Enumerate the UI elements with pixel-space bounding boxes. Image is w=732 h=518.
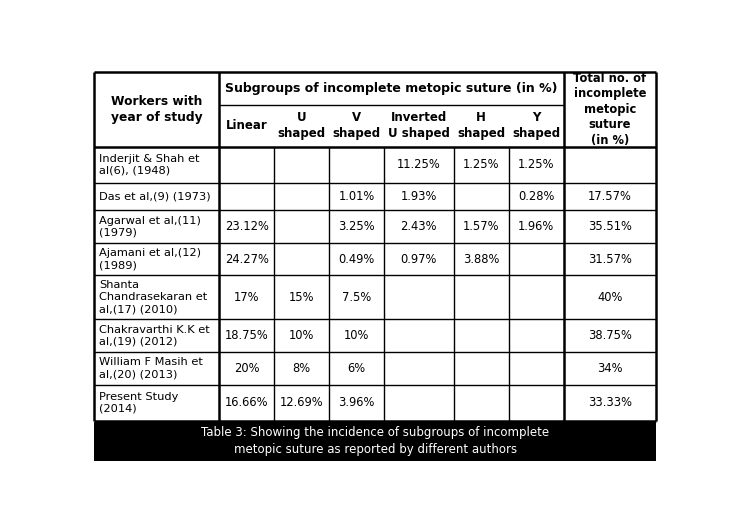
Text: 1.25%: 1.25% — [463, 159, 499, 171]
Text: 0.49%: 0.49% — [338, 253, 375, 266]
Text: 18.75%: 18.75% — [225, 329, 269, 342]
Text: 7.5%: 7.5% — [342, 291, 371, 304]
Text: 3.96%: 3.96% — [338, 396, 375, 409]
Text: 40%: 40% — [597, 291, 622, 304]
Text: 11.25%: 11.25% — [397, 159, 441, 171]
Text: Chakravarthi K.K et
al,(19) (2012): Chakravarthi K.K et al,(19) (2012) — [99, 325, 209, 347]
Text: Linear: Linear — [225, 119, 267, 132]
Text: 33.33%: 33.33% — [588, 396, 632, 409]
Text: Shanta
Chandrasekaran et
al,(17) (2010): Shanta Chandrasekaran et al,(17) (2010) — [99, 280, 207, 314]
Text: 0.97%: 0.97% — [400, 253, 437, 266]
Text: Subgroups of incomplete metopic suture (in %): Subgroups of incomplete metopic suture (… — [225, 82, 558, 95]
Text: 1.57%: 1.57% — [463, 220, 499, 233]
Text: 3.88%: 3.88% — [463, 253, 499, 266]
Text: 17.57%: 17.57% — [588, 190, 632, 203]
Text: H
shaped: H shaped — [458, 111, 505, 140]
Text: 34%: 34% — [597, 362, 622, 375]
Text: V
shaped: V shaped — [332, 111, 381, 140]
Text: Das et al,(9) (1973): Das et al,(9) (1973) — [99, 192, 211, 202]
Text: 23.12%: 23.12% — [225, 220, 269, 233]
Text: 10%: 10% — [289, 329, 314, 342]
Text: 1.93%: 1.93% — [400, 190, 437, 203]
Text: 31.57%: 31.57% — [588, 253, 632, 266]
Bar — [94, 422, 656, 461]
Text: 6%: 6% — [348, 362, 365, 375]
Text: 16.66%: 16.66% — [225, 396, 269, 409]
Text: 3.25%: 3.25% — [338, 220, 375, 233]
Text: Agarwal et al,(11)
(1979): Agarwal et al,(11) (1979) — [99, 215, 201, 238]
Text: 24.27%: 24.27% — [225, 253, 269, 266]
Text: Workers with
year of study: Workers with year of study — [111, 95, 203, 124]
Text: 1.01%: 1.01% — [338, 190, 375, 203]
Text: 20%: 20% — [234, 362, 259, 375]
Text: 35.51%: 35.51% — [588, 220, 632, 233]
Text: 17%: 17% — [234, 291, 259, 304]
Text: 1.96%: 1.96% — [518, 220, 554, 233]
Bar — [94, 72, 656, 421]
Text: 1.25%: 1.25% — [518, 159, 554, 171]
Text: Inderjit & Shah et
al(6), (1948): Inderjit & Shah et al(6), (1948) — [99, 154, 199, 176]
Text: 8%: 8% — [293, 362, 310, 375]
Text: Present Study
(2014): Present Study (2014) — [99, 392, 179, 414]
Text: 15%: 15% — [288, 291, 314, 304]
Text: 10%: 10% — [344, 329, 369, 342]
Text: Total no. of
incomplete
metopic
suture
(in %): Total no. of incomplete metopic suture (… — [573, 72, 646, 147]
Text: 2.43%: 2.43% — [400, 220, 437, 233]
Text: 38.75%: 38.75% — [588, 329, 632, 342]
Text: U
shaped: U shaped — [277, 111, 326, 140]
Text: Y
shaped: Y shaped — [512, 111, 560, 140]
Text: Table 3: Showing the incidence of subgroups of incomplete
metopic suture as repo: Table 3: Showing the incidence of subgro… — [201, 426, 549, 456]
Text: Ajamani et al,(12)
(1989): Ajamani et al,(12) (1989) — [99, 248, 201, 270]
Text: Inverted
U shaped: Inverted U shaped — [388, 111, 449, 140]
Text: 12.69%: 12.69% — [280, 396, 324, 409]
Text: 0.28%: 0.28% — [518, 190, 554, 203]
Text: William F Masih et
al,(20) (2013): William F Masih et al,(20) (2013) — [99, 357, 203, 379]
